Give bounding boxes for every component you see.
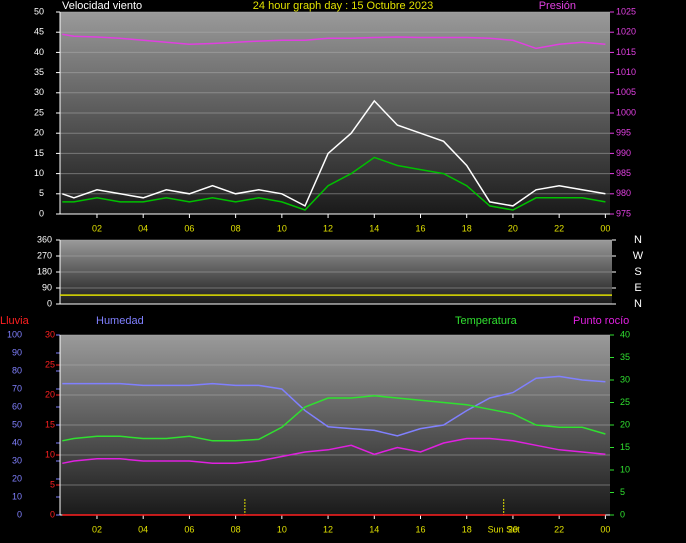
y2-tick-label: N (634, 234, 642, 246)
y3-tick-label: 100 (7, 329, 22, 339)
x-tick-label: 02 (92, 524, 102, 534)
y2-tick-label: 980 (616, 188, 631, 198)
y-tick-label: 20 (45, 389, 55, 399)
legend-label: Punto rocío (573, 315, 629, 327)
y-tick-label: 10 (45, 449, 55, 459)
x-tick-label: 20 (508, 524, 518, 534)
y-tick-label: 15 (34, 148, 44, 158)
y3-tick-label: 0 (17, 509, 22, 519)
y2-tick-label: 985 (616, 168, 631, 178)
y-tick-label: 180 (37, 266, 52, 276)
y-tick-label: 45 (34, 27, 44, 37)
y-tick-label: 360 (37, 234, 52, 244)
series-line (62, 437, 606, 465)
y-tick-label: 0 (47, 298, 52, 308)
y2-tick-label: 30 (620, 374, 630, 384)
x-tick-label: 12 (323, 223, 333, 233)
x-tick-label: 22 (554, 223, 564, 233)
x-tick-label: 02 (92, 223, 102, 233)
y-tick-label: 25 (34, 107, 44, 117)
legend-label: Temperatura (455, 315, 518, 327)
series-line (62, 33, 606, 50)
series-line (62, 156, 606, 211)
chart-title: 24 hour graph day : 15 Octubre 2023 (253, 0, 433, 12)
x-tick-label: 00 (600, 524, 610, 534)
x-tick-label: 20 (508, 223, 518, 233)
y2-tick-label: 1005 (616, 87, 636, 97)
y2-tick-label: 995 (616, 128, 631, 138)
y2-tick-label: N (634, 298, 642, 310)
y-tick-label: 20 (34, 128, 44, 138)
y3-tick-label: 80 (12, 365, 22, 375)
x-tick-label: 16 (415, 223, 425, 233)
y-tick-label: 0 (50, 509, 55, 519)
series-line (62, 395, 606, 442)
y3-tick-label: 20 (12, 473, 22, 483)
legend-label: Presión (539, 0, 576, 12)
x-tick-label: 18 (462, 524, 472, 534)
y-tick-label: 0 (39, 208, 44, 218)
x-tick-label: 04 (138, 524, 148, 534)
x-tick-label: 06 (184, 524, 194, 534)
x-tick-label: 06 (184, 223, 194, 233)
y-tick-label: 50 (34, 6, 44, 16)
y3-tick-label: 90 (12, 347, 22, 357)
y-tick-label: 5 (39, 188, 44, 198)
y2-tick-label: 1000 (616, 107, 636, 117)
y-tick-label: 35 (34, 67, 44, 77)
y-tick-label: 5 (50, 479, 55, 489)
y-tick-label: 15 (45, 419, 55, 429)
y2-tick-label: 1020 (616, 27, 636, 37)
y-tick-label: 30 (45, 329, 55, 339)
y-tick-label: 10 (34, 168, 44, 178)
y2-tick-label: 35 (620, 352, 630, 362)
x-tick-label: 14 (369, 524, 379, 534)
x-tick-label: 10 (277, 524, 287, 534)
y3-tick-label: 10 (12, 491, 22, 501)
x-tick-label: 10 (277, 223, 287, 233)
y2-tick-label: 0 (620, 509, 625, 519)
legend-label: Humedad (96, 315, 144, 327)
x-tick-label: 16 (415, 524, 425, 534)
y3-tick-label: 60 (12, 401, 22, 411)
y2-tick-label: 975 (616, 208, 631, 218)
y2-tick-label: S (634, 266, 641, 278)
y2-tick-label: 1010 (616, 67, 636, 77)
y2-tick-label: 20 (620, 419, 630, 429)
y2-tick-label: 15 (620, 442, 630, 452)
x-tick-label: 08 (231, 524, 241, 534)
x-tick-label: 08 (231, 223, 241, 233)
x-tick-label: 18 (462, 223, 472, 233)
y-tick-label: 30 (34, 87, 44, 97)
series-line (62, 99, 606, 207)
y-tick-label: 270 (37, 250, 52, 260)
y2-tick-label: E (634, 282, 641, 294)
x-tick-label: 14 (369, 223, 379, 233)
y-tick-label: 40 (34, 47, 44, 57)
y3-tick-label: 50 (12, 419, 22, 429)
y2-tick-label: 5 (620, 487, 625, 497)
y3-tick-label: 40 (12, 437, 22, 447)
x-tick-label: 12 (323, 524, 333, 534)
y2-tick-label: 1015 (616, 47, 636, 57)
sun-marker-label: Sun Set (488, 524, 521, 534)
y3-tick-label: 30 (12, 455, 22, 465)
legend-label: Velocidad viento (62, 0, 142, 12)
x-tick-label: 00 (600, 223, 610, 233)
y2-tick-label: 1025 (616, 6, 636, 16)
y2-tick-label: 25 (620, 397, 630, 407)
y2-tick-label: 990 (616, 148, 631, 158)
series-line (62, 375, 606, 437)
y-tick-label: 90 (42, 282, 52, 292)
x-tick-label: 22 (554, 524, 564, 534)
legend-label: Lluvia (0, 315, 30, 327)
y2-tick-label: 10 (620, 464, 630, 474)
y-tick-label: 25 (45, 359, 55, 369)
y3-tick-label: 70 (12, 383, 22, 393)
y2-tick-label: W (633, 250, 644, 262)
x-tick-label: 04 (138, 223, 148, 233)
y2-tick-label: 40 (620, 329, 630, 339)
